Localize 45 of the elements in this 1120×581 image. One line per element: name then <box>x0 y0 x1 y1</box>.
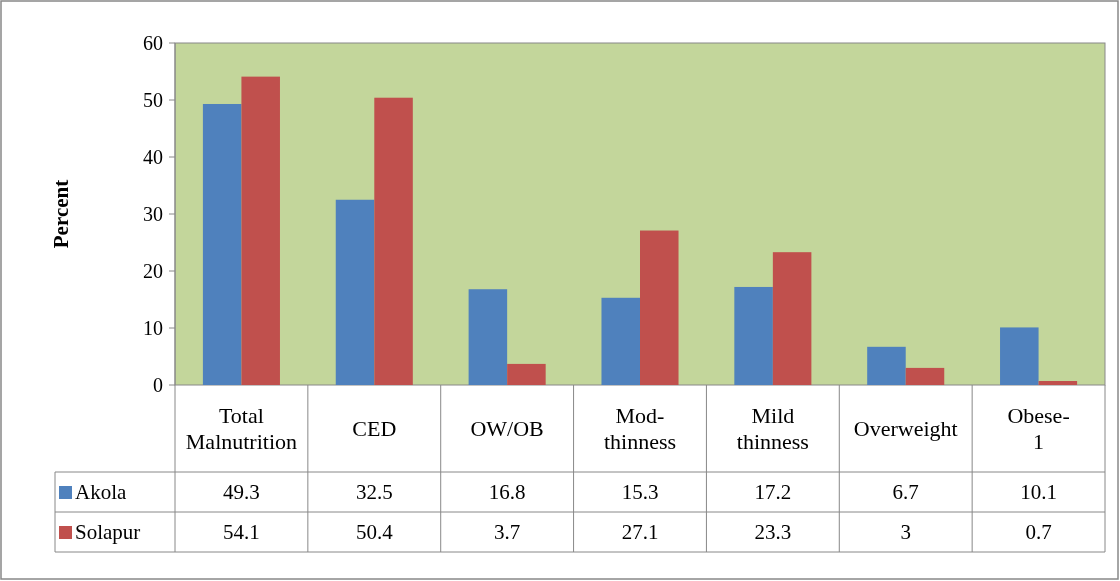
y-axis-title: Percent <box>49 179 73 249</box>
x-tick-label: CED <box>352 416 397 442</box>
bar <box>1000 327 1039 385</box>
bar <box>601 297 640 385</box>
y-tick-label: 30 <box>143 203 163 225</box>
legend-label: Akola <box>75 480 127 505</box>
y-tick-label: 20 <box>143 260 163 282</box>
data-label: 23.3 <box>754 520 792 545</box>
data-label: 6.7 <box>892 480 919 505</box>
data-label: 15.3 <box>621 480 659 505</box>
bar <box>374 97 413 385</box>
data-label: 16.8 <box>488 480 526 505</box>
data-label: 10.1 <box>1020 480 1057 505</box>
data-label: 32.5 <box>355 480 393 505</box>
x-tick-label: Overweight <box>853 416 958 442</box>
bar <box>905 367 945 385</box>
y-tick-label: 10 <box>143 317 163 339</box>
legend-label: Solapur <box>75 520 141 545</box>
data-label: 17.2 <box>754 480 792 505</box>
bar <box>335 199 375 385</box>
y-tick-label: 40 <box>143 146 163 168</box>
bar <box>202 103 242 385</box>
x-tick-label: Obese-1 <box>1007 403 1070 455</box>
x-tick-label: Total Malnutrition <box>185 403 298 455</box>
data-label: 3 <box>900 520 911 545</box>
bar <box>640 230 679 385</box>
bar <box>867 346 906 385</box>
x-tick-label: Mod-thinness <box>603 403 677 455</box>
x-tick-label: Mild thinness <box>736 403 809 455</box>
data-label: 3.7 <box>494 520 521 545</box>
data-label: 49.3 <box>223 480 260 505</box>
bar <box>772 252 812 385</box>
data-label: 50.4 <box>355 520 394 545</box>
bar <box>468 289 508 385</box>
y-tick-label: 60 <box>143 32 163 54</box>
data-label: 0.7 <box>1025 520 1052 545</box>
x-tick-label: OW/OB <box>470 416 544 442</box>
bar <box>507 363 546 385</box>
bar <box>241 76 280 385</box>
data-label: 27.1 <box>621 520 659 545</box>
y-tick-label: 0 <box>153 374 163 396</box>
data-label: 54.1 <box>223 520 260 545</box>
y-tick-label: 50 <box>143 89 163 111</box>
bar <box>1038 381 1078 385</box>
bar <box>734 286 773 385</box>
